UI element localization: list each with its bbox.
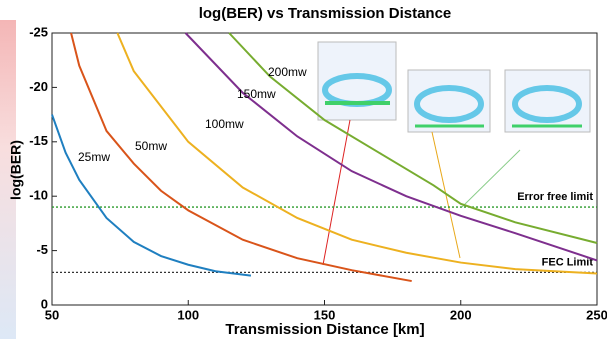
y-tick-label: -20 bbox=[29, 79, 48, 94]
reference-label: FEC Limit bbox=[542, 256, 594, 268]
x-tick-label: 200 bbox=[450, 307, 472, 322]
y-axis-label: log(BER) bbox=[8, 140, 24, 200]
arrow bbox=[462, 150, 520, 207]
x-tick-label: 250 bbox=[586, 307, 607, 322]
chart-title: log(BER) vs Transmission Distance bbox=[199, 5, 452, 22]
y-tick-label: -15 bbox=[29, 133, 48, 148]
arrow bbox=[323, 120, 350, 265]
series-label: 25mw bbox=[78, 150, 110, 164]
x-axis-label: Transmission Distance [km] bbox=[225, 321, 424, 338]
page: {"chart_data": {"type": "line", "title":… bbox=[0, 0, 607, 339]
y-tick-label: -5 bbox=[36, 242, 48, 257]
series-label: 100mw bbox=[205, 117, 244, 131]
x-tick-label: 150 bbox=[314, 307, 336, 322]
y-tick-label: -25 bbox=[29, 24, 48, 39]
chart: log(BER) vs Transmission Distance Transm… bbox=[0, 0, 607, 339]
series-label: 50mw bbox=[135, 139, 167, 153]
reference-label: Error free limit bbox=[517, 191, 593, 203]
x-tick-label: 50 bbox=[45, 307, 59, 322]
series-label: 150mw bbox=[237, 87, 276, 101]
series-label: 200mw bbox=[268, 65, 307, 79]
y-tick-label: -10 bbox=[29, 188, 48, 203]
x-tick-label: 100 bbox=[177, 307, 199, 322]
